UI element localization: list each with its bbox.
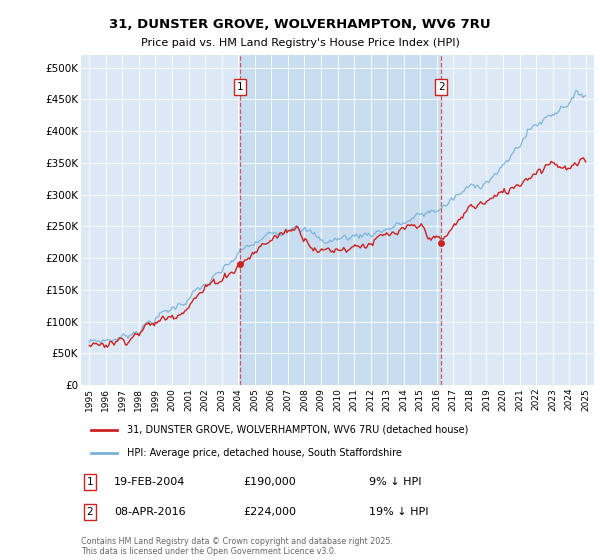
Text: Contains HM Land Registry data © Crown copyright and database right 2025.
This d: Contains HM Land Registry data © Crown c… (81, 536, 393, 556)
Text: HPI: Average price, detached house, South Staffordshire: HPI: Average price, detached house, Sout… (127, 448, 402, 458)
Text: 31, DUNSTER GROVE, WOLVERHAMPTON, WV6 7RU: 31, DUNSTER GROVE, WOLVERHAMPTON, WV6 7R… (109, 18, 491, 31)
Text: 31, DUNSTER GROVE, WOLVERHAMPTON, WV6 7RU (detached house): 31, DUNSTER GROVE, WOLVERHAMPTON, WV6 7R… (127, 424, 469, 435)
Text: 1: 1 (237, 82, 244, 92)
Text: £190,000: £190,000 (243, 477, 296, 487)
Text: 2: 2 (86, 507, 94, 517)
Text: 19% ↓ HPI: 19% ↓ HPI (369, 507, 428, 517)
Text: 19-FEB-2004: 19-FEB-2004 (114, 477, 185, 487)
Text: Price paid vs. HM Land Registry's House Price Index (HPI): Price paid vs. HM Land Registry's House … (140, 38, 460, 48)
Text: £224,000: £224,000 (243, 507, 296, 517)
Text: 1: 1 (86, 477, 94, 487)
Bar (240, 55, 441, 385)
Text: 2: 2 (438, 82, 445, 92)
Text: 9% ↓ HPI: 9% ↓ HPI (369, 477, 421, 487)
Text: 08-APR-2016: 08-APR-2016 (114, 507, 185, 517)
